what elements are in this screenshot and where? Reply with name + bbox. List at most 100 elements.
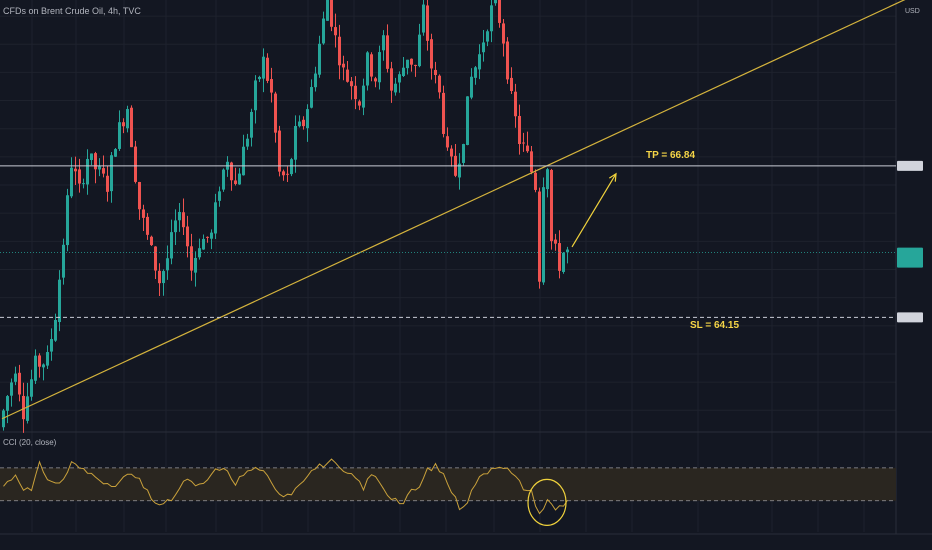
price-badge-tp [897,160,923,171]
candle-body [286,173,289,175]
candle-body [530,151,533,173]
candle-body [150,236,153,246]
candle-body [54,319,57,341]
candle-body [354,85,357,100]
candle-body [102,168,105,174]
cci-panel [0,458,896,527]
candle-body [478,54,481,70]
candle-body [526,145,529,152]
candle-body [130,107,133,148]
candle-body [218,191,221,201]
candle-body [66,195,69,246]
candle-body [566,249,569,253]
candle-body [398,74,401,83]
candle-body [90,153,93,161]
candle-body [442,92,445,134]
candle-body [230,162,233,181]
projection-arrow-head [608,172,617,182]
candle-body [358,101,361,106]
candle-body [322,18,325,44]
candle-body [154,246,157,271]
sl-annotation: SL = 64.15 [690,320,739,331]
chart-title: CFDs on Brent Crude Oil, 4h, TVC [3,6,141,16]
candle-body [406,59,409,69]
candle-body [250,111,253,138]
candle-body [470,76,473,98]
candle-body [362,85,365,108]
candle-body [234,180,237,184]
candle-body [82,183,85,185]
candle-body [290,159,293,175]
candle-body [166,258,169,271]
candle-body [342,63,345,68]
candle-body [486,31,489,42]
candle-body [378,52,381,83]
candle-body [462,144,465,163]
candle-body [382,35,385,51]
candle-body [522,142,525,144]
candle-body [390,68,393,91]
candle-body [414,64,417,66]
candle-body [146,216,149,235]
candle-body [330,0,333,27]
candle-body [418,34,421,67]
candle-body [70,167,73,197]
candle-body [422,4,425,33]
candle-body [22,395,25,420]
price-badge-last [897,247,923,268]
price-axis [897,160,923,323]
candle-body [282,171,285,176]
cci-highlight-circle [527,478,567,527]
candle-body [510,77,513,92]
candle-body [86,158,89,185]
candle-body [558,243,561,271]
chart-overlays [0,0,906,420]
candle-body [294,126,297,160]
candle-body [270,79,273,93]
candle-body [346,69,349,82]
candle-body [42,364,45,368]
candle-body [98,166,101,170]
trendline [1,0,906,420]
candle-body [334,27,337,36]
candle-body [206,236,209,238]
cci-line [3,458,568,515]
candle-body [514,91,517,117]
candle-body [482,42,485,53]
candle-body [122,122,125,127]
candle-body [170,232,173,259]
candle-body [554,239,557,244]
candle-body [114,149,117,157]
candle-body [466,96,469,145]
candle-body [502,23,505,44]
candle-body [110,155,113,192]
candle-body [450,148,453,157]
candle-body [202,238,205,250]
candle-body [194,258,197,273]
price-badge-sl [897,312,923,323]
candle-body [370,54,373,77]
candle-body [162,271,165,284]
cci-label: CCI (20, close) [3,438,57,447]
candle-body [538,191,541,282]
candle-body [178,211,181,221]
candle-body [182,212,185,228]
candle-body [402,67,405,77]
candle-body [298,121,301,127]
candle-body [306,109,309,129]
candle-body [158,270,161,284]
candle-body [338,36,341,66]
candle-body [50,339,53,352]
candle-body [310,87,313,108]
candle-body [26,396,29,421]
candle-body [2,410,5,428]
candle-body [190,246,193,271]
candle-body [542,187,545,283]
candle-body [118,122,121,149]
candle-body [62,244,65,278]
candle-body [434,69,437,76]
candle-body [430,39,433,69]
candle-body [126,109,129,129]
currency-label: USD [905,8,920,15]
